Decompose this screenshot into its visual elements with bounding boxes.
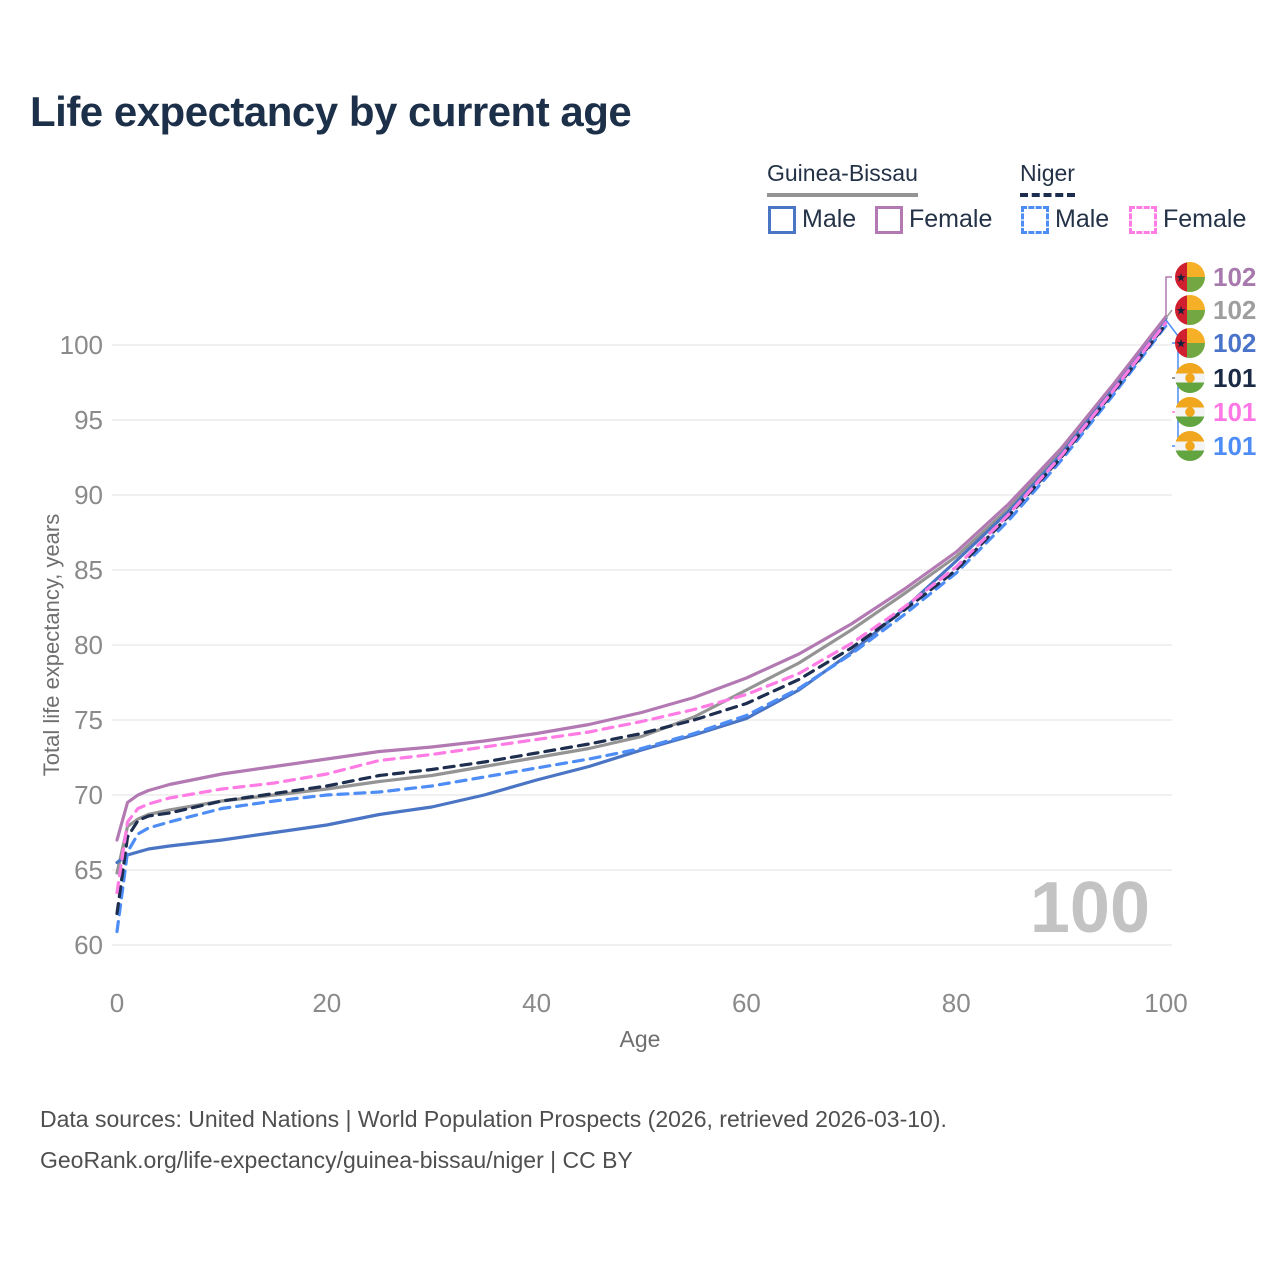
series-line-guinea-bissau-both-sexes[interactable]: [115, 316, 1168, 875]
end-label-niger-male: 101: [1213, 431, 1257, 461]
y-axis-title: Total life expectancy, years: [39, 513, 64, 777]
legend-item-gb-male[interactable]: Male: [768, 205, 856, 234]
niger-female-swatch-icon: [1129, 205, 1157, 234]
y-tick-95: 95: [74, 405, 103, 435]
y-tick-80: 80: [74, 630, 103, 660]
niger-flag-icon: [1175, 431, 1205, 461]
niger-male-swatch-icon: [1021, 205, 1049, 234]
legend-item-label: Male: [802, 205, 857, 233]
series-line-niger-male[interactable]: [115, 323, 1168, 934]
y-tick-60: 60: [74, 930, 103, 960]
y-tick-100: 100: [60, 330, 103, 360]
y-tick-75: 75: [74, 705, 103, 735]
end-label-niger-female: 101: [1213, 397, 1257, 427]
x-axis-title: Age: [619, 1026, 661, 1052]
gb-male-swatch-icon: [768, 205, 796, 234]
page-title: Life expectancy by current age: [30, 88, 632, 135]
guinea-bissau-flag-icon: ★: [1175, 295, 1205, 325]
end-label-niger-both-sexes: 101: [1213, 363, 1257, 393]
x-tick-80: 80: [942, 988, 971, 1018]
legend-item-gb-female[interactable]: Female: [875, 205, 992, 234]
guinea-bissau-flag-icon: ★: [1175, 328, 1205, 358]
x-tick-60: 60: [732, 988, 761, 1018]
y-tick-70: 70: [74, 780, 103, 810]
legend-item-niger-male[interactable]: Male: [1021, 205, 1109, 234]
data-sources-text: Data sources: United Nations | World Pop…: [40, 1106, 947, 1132]
end-label-guinea-bissau-male: 102: [1213, 328, 1257, 358]
gb-female-swatch-icon: [875, 205, 903, 234]
legend-item-label: Female: [1163, 205, 1247, 233]
x-tick-100: 100: [1144, 988, 1187, 1018]
legend-item-niger-female[interactable]: Female: [1129, 205, 1246, 234]
legend-group-guinea-bissau[interactable]: Guinea-Bissau: [767, 160, 918, 197]
series-line-guinea-bissau-female[interactable]: [115, 314, 1168, 842]
niger-flag-icon: [1175, 363, 1205, 393]
age-watermark: 100: [1029, 868, 1150, 948]
legend-item-label: Male: [1055, 205, 1110, 233]
star-icon: ★: [1176, 337, 1187, 351]
end-label-guinea-bissau-both-sexes: 102: [1213, 295, 1257, 325]
star-icon: ★: [1176, 271, 1187, 285]
end-label-guinea-bissau-female: 102: [1213, 262, 1257, 292]
legend-item-label: Female: [909, 205, 993, 233]
y-tick-85: 85: [74, 555, 103, 585]
series-line-guinea-bissau-male[interactable]: [115, 316, 1168, 865]
y-tick-90: 90: [74, 480, 103, 510]
series-line-niger-both-sexes[interactable]: [115, 322, 1168, 916]
series-line-niger-female[interactable]: [115, 320, 1168, 895]
star-icon: ★: [1176, 304, 1187, 318]
leader-gb-total: [1165, 309, 1173, 319]
attribution-link[interactable]: GeoRank.org/life-expectancy/guinea-bissa…: [40, 1147, 633, 1173]
niger-flag-icon: [1175, 397, 1205, 427]
x-tick-0: 0: [110, 988, 124, 1018]
y-tick-65: 65: [74, 855, 103, 885]
leader-gb-female: [1165, 276, 1172, 316]
x-tick-40: 40: [522, 988, 551, 1018]
guinea-bissau-flag-icon: ★: [1175, 262, 1205, 292]
x-tick-20: 20: [312, 988, 341, 1018]
legend-group-niger[interactable]: Niger: [1020, 160, 1075, 197]
